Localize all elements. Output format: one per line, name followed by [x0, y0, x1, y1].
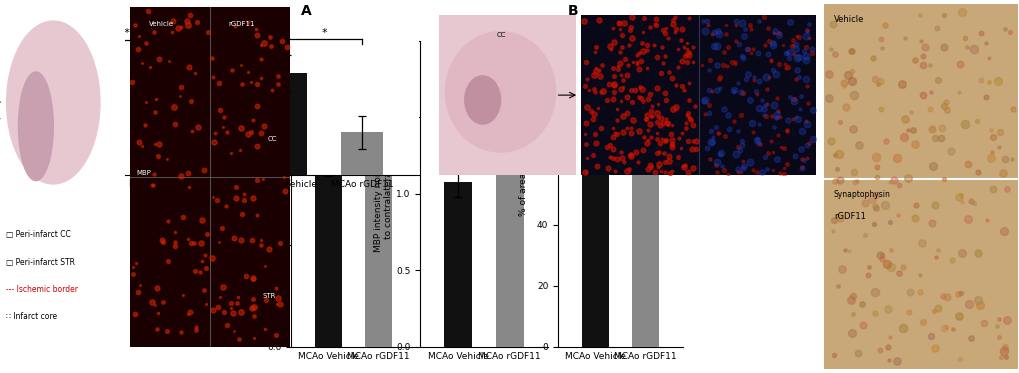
Ellipse shape — [6, 21, 100, 184]
Text: **: ** — [614, 56, 626, 66]
Text: CC: CC — [267, 137, 276, 142]
Text: □ Peri-infarct STR: □ Peri-infarct STR — [6, 257, 75, 267]
Text: ∷ Infarct core: ∷ Infarct core — [6, 312, 57, 321]
Text: ***: *** — [114, 28, 130, 38]
Y-axis label: MBP intensity normalized
to contralateral STR: MBP intensity normalized to contralatera… — [373, 137, 392, 251]
Bar — [315, 157, 342, 347]
Bar — [64, 60, 105, 175]
Text: □ Peri-infarct CC: □ Peri-infarct CC — [6, 231, 70, 239]
Bar — [365, 98, 392, 347]
Bar — [140, 125, 180, 175]
Text: Synaptophysin: Synaptophysin — [834, 190, 890, 199]
Text: --- Ischemic border: --- Ischemic border — [6, 285, 77, 294]
Text: STR: STR — [262, 292, 275, 298]
Text: *: * — [481, 51, 486, 61]
Bar — [266, 73, 307, 175]
Text: B: B — [568, 4, 578, 18]
Text: A: A — [301, 4, 312, 18]
Text: rGDF11: rGDF11 — [834, 212, 865, 221]
Bar — [631, 96, 658, 347]
Ellipse shape — [465, 76, 500, 124]
Bar — [495, 105, 523, 347]
Bar — [341, 132, 382, 175]
Bar — [581, 127, 608, 347]
Text: MBP: MBP — [136, 170, 151, 176]
Text: *: * — [321, 28, 327, 38]
Ellipse shape — [445, 32, 555, 152]
Text: Vehicle: Vehicle — [149, 21, 173, 27]
Text: rGDF11: rGDF11 — [228, 21, 255, 27]
Text: **: ** — [347, 53, 359, 62]
Y-axis label: MBP intensity normalized
to contralateral CC: MBP intensity normalized to contralatera… — [245, 137, 264, 251]
Ellipse shape — [18, 72, 53, 181]
Text: C: C — [43, 8, 53, 22]
Y-axis label: % of area: % of area — [519, 172, 528, 216]
Text: Vehicle: Vehicle — [834, 15, 863, 24]
Bar — [444, 182, 472, 347]
Y-axis label: % area GFAP: % area GFAP — [194, 72, 203, 129]
Y-axis label: GFAP intensity normalized
to sham: GFAP intensity normalized to sham — [0, 41, 10, 160]
Text: CC: CC — [496, 32, 505, 38]
